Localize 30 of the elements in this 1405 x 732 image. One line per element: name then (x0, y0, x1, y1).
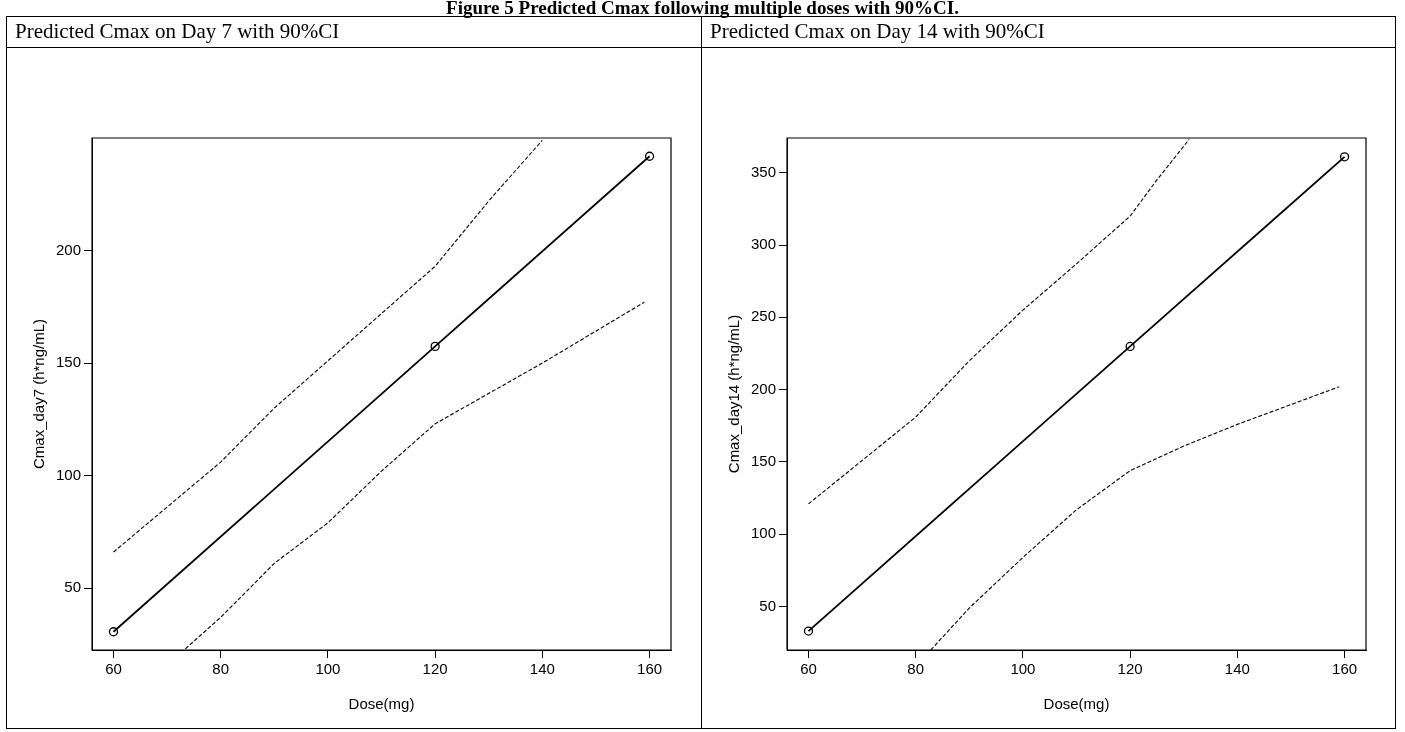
x-tick-label: 60 (800, 660, 817, 678)
x-tick-label: 140 (1224, 660, 1250, 678)
chart-title: Predicted Cmax on Day 14 with 90%CI (702, 17, 1396, 48)
y-axis-title: Cmax_day7 (h*ng/mL) (30, 318, 48, 470)
y-tick-label: 300 (751, 235, 777, 253)
x-tick-label: 100 (315, 660, 341, 678)
y-axis-title: Cmax_day14 (h*ng/mL) (725, 314, 743, 474)
y-tick-label: 250 (751, 307, 777, 325)
chart-title: Predicted Cmax on Day 7 with 90%CI (7, 17, 701, 48)
y-tick-label: 100 (56, 465, 82, 483)
x-tick-label: 140 (529, 660, 555, 678)
y-tick-label: 50 (64, 578, 82, 596)
y-tick-label: 350 (751, 162, 777, 180)
y-tick-label: 200 (56, 240, 82, 258)
x-axis-title: Dose(mg) (348, 695, 415, 713)
x-tick-label: 100 (1010, 660, 1036, 678)
x-tick-label: 160 (637, 660, 663, 678)
y-tick-label: 150 (56, 353, 82, 371)
x-axis-title: Dose(mg) (1043, 695, 1110, 713)
y-tick-label: 50 (759, 596, 777, 614)
x-tick-label: 80 (212, 660, 230, 678)
y-tick-label: 200 (751, 379, 777, 397)
x-tick-label: 160 (1332, 660, 1358, 678)
x-tick-label: 120 (1117, 660, 1143, 678)
x-tick-label: 80 (907, 660, 925, 678)
x-tick-label: 120 (422, 660, 448, 678)
y-tick-label: 150 (751, 452, 777, 470)
y-tick-label: 100 (751, 524, 777, 542)
caption: Figure 5 Predicted Cmax following multiple doses with 90%CI. (445, 0, 960, 18)
x-tick-label: 60 (105, 660, 122, 678)
